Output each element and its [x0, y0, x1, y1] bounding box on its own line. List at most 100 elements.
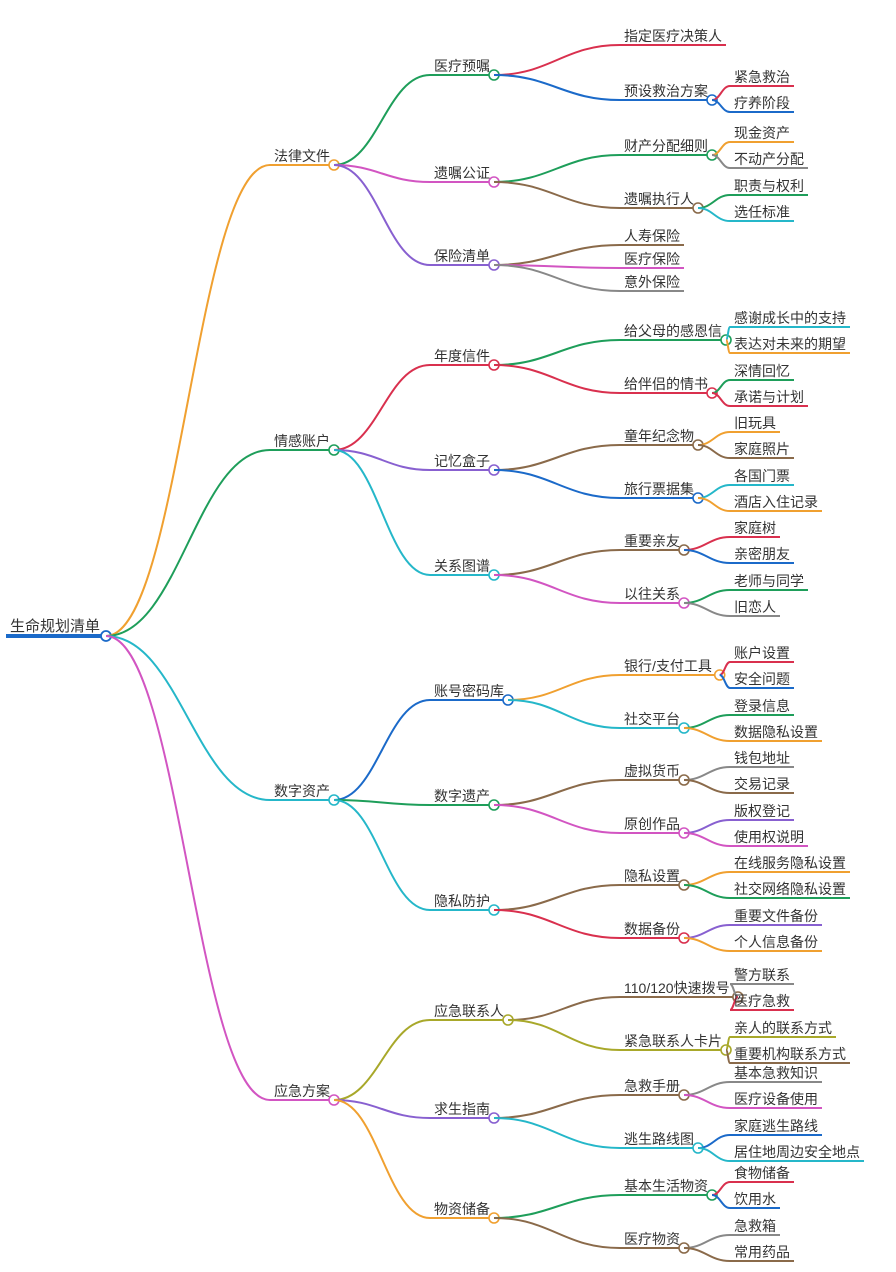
node-label: 情感账户 [274, 433, 330, 449]
node-label: 医疗物资 [624, 1231, 680, 1247]
branch [494, 805, 620, 833]
node-label: 应急方案 [274, 1083, 330, 1099]
node-label: 重要机构联系方式 [734, 1046, 846, 1062]
branch [494, 885, 620, 910]
branch [334, 165, 430, 265]
node-label: 物资储备 [434, 1201, 490, 1217]
branch [334, 800, 430, 910]
node-label: 社交平台 [624, 711, 680, 727]
node-label: 饮用水 [734, 1191, 776, 1207]
node-label: 警方联系 [734, 967, 790, 983]
node-label: 财产分配细则 [624, 138, 708, 154]
node-label: 银行/支付工具 [624, 658, 712, 674]
node-label: 重要亲友 [624, 533, 680, 549]
branch [334, 75, 430, 165]
branch [684, 767, 730, 780]
branch [494, 265, 620, 291]
branch [334, 165, 430, 182]
branch [494, 575, 620, 603]
branch [684, 1095, 730, 1108]
branch [494, 1095, 620, 1118]
node-label: 紧急联系人卡片 [624, 1033, 722, 1049]
branch-l1 [106, 636, 270, 800]
branch [494, 45, 620, 75]
node-label: 人寿保险 [624, 228, 680, 244]
branch [684, 833, 730, 846]
node-label: 个人信息备份 [734, 934, 818, 950]
branch [684, 872, 730, 885]
node-label: 数据备份 [624, 921, 680, 937]
node-label: 感谢成长中的支持 [734, 310, 846, 326]
branch [494, 445, 620, 470]
branch [684, 820, 730, 833]
node-label: 亲人的联系方式 [734, 1020, 832, 1036]
node-label: 意外保险 [624, 274, 680, 290]
node-label: 急救箱 [734, 1218, 776, 1234]
branch [684, 1248, 730, 1261]
node-label: 使用权说明 [734, 829, 804, 845]
node-label: 食物储备 [734, 1165, 790, 1181]
node-label: 应急联系人 [434, 1003, 504, 1019]
branch [334, 365, 430, 450]
root-label: 生命规划清单 [10, 617, 100, 635]
node-label: 旧玩具 [734, 415, 776, 431]
node-label: 遗嘱公证 [434, 165, 490, 181]
node-label: 110/120快速拨号 [624, 980, 730, 996]
branch [494, 550, 620, 575]
mindmap-canvas: 生命规划清单法律文件医疗预嘱指定医疗决策人预设救治方案紧急救治疗养阶段遗嘱公证财… [0, 0, 896, 1272]
node-label: 数据隐私设置 [734, 724, 818, 740]
node-label: 给父母的感恩信 [624, 323, 722, 339]
node-label: 常用药品 [734, 1244, 790, 1260]
node-label: 医疗急救 [734, 993, 790, 1009]
branch [684, 728, 730, 741]
node-label: 重要文件备份 [734, 908, 818, 924]
branch [334, 1020, 430, 1100]
node-label: 紧急救治 [734, 69, 790, 85]
node-label: 关系图谱 [434, 558, 490, 574]
node-label: 虚拟货币 [624, 763, 680, 779]
branch [334, 700, 430, 800]
node-label: 数字遗产 [434, 788, 490, 804]
branch [684, 1082, 730, 1095]
node-label: 逃生路线图 [624, 1131, 694, 1147]
branch [494, 910, 620, 938]
node-label: 选任标准 [734, 204, 790, 220]
node-label: 给伴侣的情书 [624, 376, 708, 392]
branch [684, 537, 730, 550]
node-label: 指定医疗决策人 [624, 28, 722, 44]
node-label: 隐私设置 [624, 868, 680, 884]
branch [494, 245, 620, 265]
node-label: 钱包地址 [734, 750, 790, 766]
branch [494, 75, 620, 100]
node-label: 表达对未来的期望 [734, 336, 846, 352]
node-label: 以往关系 [624, 586, 680, 602]
branch [334, 450, 430, 470]
branch [684, 925, 730, 938]
node-label: 童年纪念物 [624, 428, 694, 444]
node-label: 旧恋人 [734, 599, 776, 615]
branch [684, 1235, 730, 1248]
node-label: 账户设置 [734, 645, 790, 661]
branch [494, 155, 620, 182]
branch [508, 675, 620, 700]
node-label: 疗养阶段 [734, 95, 790, 111]
branch [684, 550, 730, 563]
node-label: 年度信件 [434, 348, 490, 364]
node-label: 法律文件 [274, 148, 330, 164]
node-label: 记忆盒子 [434, 453, 490, 469]
node-label: 原创作品 [624, 816, 680, 832]
node-label: 老师与同学 [734, 573, 804, 589]
node-label: 酒店入住记录 [734, 494, 818, 510]
branch [494, 1118, 620, 1148]
node-label: 预设救治方案 [624, 83, 708, 99]
node-label: 登录信息 [734, 698, 790, 714]
node-label: 保险清单 [434, 248, 490, 264]
branch [684, 780, 730, 793]
node-label: 现金资产 [734, 125, 790, 141]
branch [494, 470, 620, 498]
branch [684, 715, 730, 728]
node-label: 职责与权利 [734, 178, 804, 194]
node-label: 隐私防护 [434, 893, 490, 909]
branch [494, 1218, 620, 1248]
branch [508, 1020, 620, 1050]
